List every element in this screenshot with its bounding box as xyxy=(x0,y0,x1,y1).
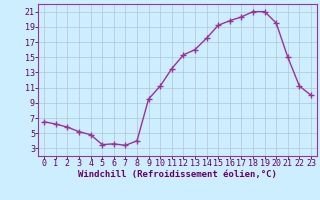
X-axis label: Windchill (Refroidissement éolien,°C): Windchill (Refroidissement éolien,°C) xyxy=(78,170,277,179)
